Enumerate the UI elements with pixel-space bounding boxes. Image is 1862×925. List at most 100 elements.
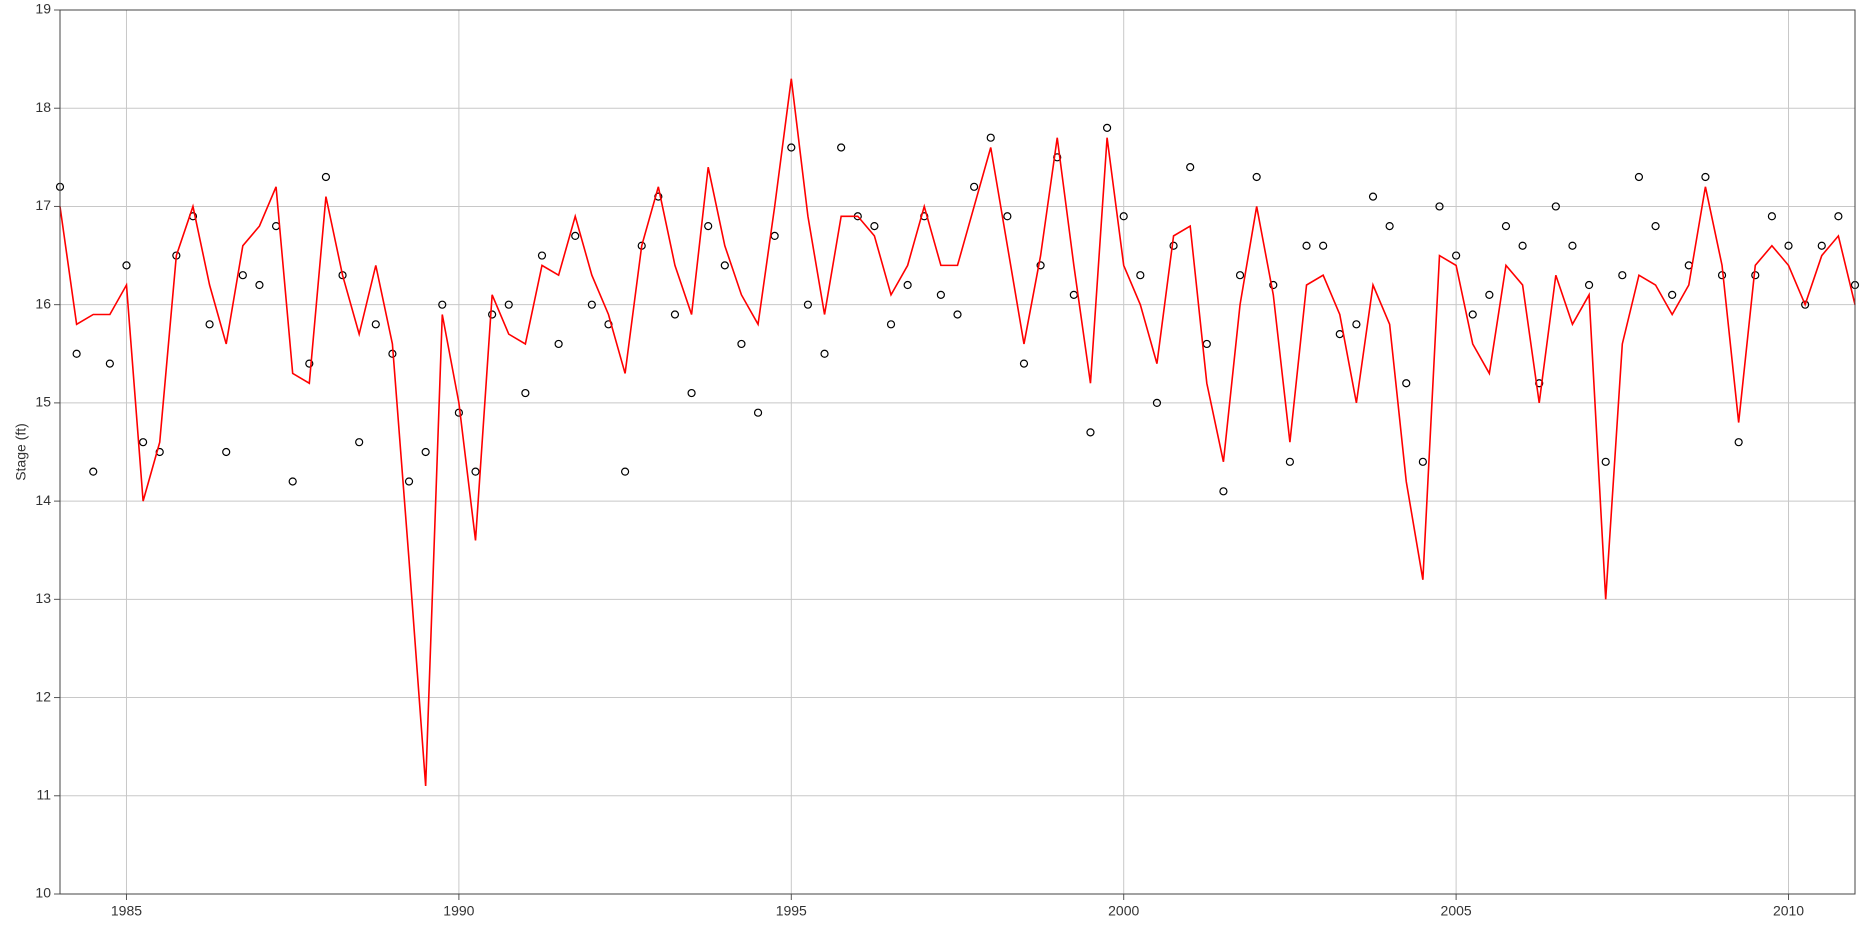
observed-point (1701, 172, 1710, 182)
observed-point (870, 221, 879, 231)
y-tick-label: 14 (35, 492, 51, 508)
observed-point (72, 349, 81, 358)
observed-point (1402, 379, 1411, 388)
observed-point (953, 310, 962, 319)
x-tick-label: 1995 (776, 903, 807, 919)
observed-point (970, 182, 979, 191)
observed-point (1169, 241, 1178, 250)
observed-point (1601, 457, 1610, 466)
y-tick-label: 15 (35, 394, 51, 410)
observed-point (936, 290, 945, 299)
observed-point (803, 300, 813, 309)
observed-point (1269, 280, 1278, 290)
observed-point (1302, 241, 1311, 250)
plot-border (59, 9, 1856, 895)
observed-point (1003, 212, 1012, 221)
observed-point (1634, 172, 1644, 182)
observed-point (1501, 221, 1511, 231)
observed-point (488, 310, 497, 319)
observed-point (1102, 123, 1112, 132)
observed-point (471, 467, 480, 476)
observed-point (720, 261, 729, 270)
observed-point (89, 467, 98, 476)
observed-point (222, 447, 231, 457)
observed-point (1485, 290, 1494, 299)
y-axis-label: Stage (ft) (13, 423, 29, 481)
observed-point (1385, 221, 1394, 231)
y-tick-label: 10 (35, 885, 51, 901)
observed-point (1219, 487, 1228, 496)
observed-point (438, 300, 447, 309)
observed-point (1235, 271, 1245, 280)
x-tick-label: 2005 (1441, 903, 1472, 919)
observed-point (105, 359, 114, 368)
observed-point (903, 280, 912, 290)
observed-point (1252, 172, 1261, 182)
y-tick-label: 13 (35, 590, 51, 606)
observed-point (1086, 428, 1095, 437)
observed-point (571, 231, 580, 241)
observed-point (1452, 251, 1461, 260)
observed-point (1618, 271, 1627, 280)
observed-point (1186, 163, 1195, 172)
observed-point (753, 408, 763, 417)
observed-point (139, 438, 148, 447)
observed-point (1019, 359, 1029, 368)
observed-point (1584, 280, 1594, 290)
observed-point (1767, 212, 1776, 221)
observed-point (687, 388, 696, 398)
observed-point (787, 143, 796, 152)
y-tick-label: 11 (36, 786, 51, 802)
x-tick-label: 1985 (111, 903, 142, 919)
observed-point (1551, 202, 1560, 211)
observed-point (421, 447, 430, 457)
observed-point (504, 300, 513, 309)
observed-point (1568, 241, 1577, 250)
observed-point (620, 467, 630, 476)
observed-point (1817, 241, 1826, 250)
observed-point (886, 320, 896, 329)
x-tick-label: 2010 (1773, 903, 1804, 919)
observed-point (704, 221, 713, 231)
observed-point (321, 172, 331, 182)
observed-point (1651, 221, 1660, 231)
observed-point (820, 349, 829, 358)
observed-point (587, 300, 596, 309)
observed-point (986, 133, 995, 142)
observed-point (1468, 310, 1477, 319)
x-tick-label: 2000 (1108, 903, 1139, 919)
y-tick-label: 18 (35, 99, 51, 115)
y-tick-label: 16 (35, 295, 51, 311)
observed-point (122, 261, 131, 270)
observed-point (288, 477, 297, 486)
observed-point (404, 477, 414, 486)
simulated-line (59, 78, 1856, 787)
observed-point (1319, 241, 1328, 250)
observed-point (205, 320, 214, 329)
y-tick-label: 19 (35, 1, 51, 17)
observed-point (1834, 212, 1843, 221)
observed-point (837, 143, 846, 152)
y-tick-label: 12 (35, 688, 51, 704)
observed-point (371, 320, 380, 329)
observed-point (1352, 320, 1361, 329)
observed-point (1368, 192, 1378, 201)
observed-point (355, 438, 364, 447)
observed-point (1418, 457, 1427, 466)
observed-point (1152, 398, 1162, 407)
y-tick-label: 17 (35, 197, 51, 213)
observed-point (1668, 290, 1677, 299)
observed-point (1784, 241, 1793, 250)
observed-point (1136, 271, 1145, 280)
x-tick-label: 1990 (443, 903, 474, 919)
observed-point (521, 388, 530, 398)
observed-point (1734, 438, 1743, 447)
observed-point (1801, 300, 1810, 309)
plot-area (60, 10, 1855, 894)
observed-point (537, 251, 547, 260)
observed-point (255, 280, 264, 290)
observed-point (1435, 202, 1444, 211)
observed-point (1518, 241, 1527, 250)
